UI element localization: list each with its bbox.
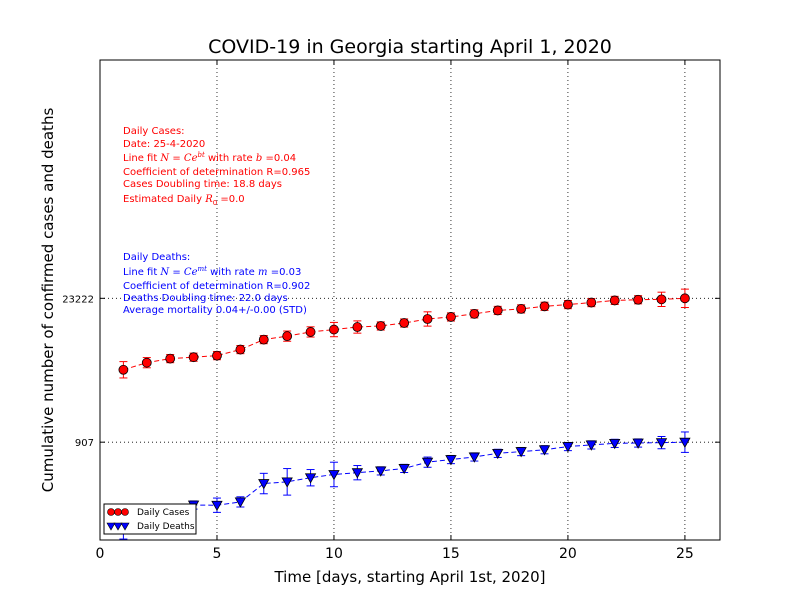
cases-annotation-heading: Daily Cases: — [123, 126, 185, 137]
cases-point — [563, 299, 573, 310]
y-tick-label: 907 — [75, 438, 94, 449]
x-tick-label: 5 — [213, 546, 222, 562]
axes: 0 5 10 15 20 25 23222 907 — [62, 60, 720, 562]
cases-point — [375, 321, 386, 331]
deaths-point — [538, 445, 551, 456]
x-axis-label: Time [days, starting April 1st, 2020] — [273, 568, 545, 586]
cases-point — [305, 327, 316, 337]
cases-point — [188, 352, 199, 363]
cases-annotation-r: Coefficient of determination R=0.965 — [123, 167, 310, 178]
cases-point — [680, 293, 690, 304]
deaths-point — [398, 464, 410, 475]
legend-marker-cases — [107, 508, 115, 516]
legend-marker-deaths — [113, 522, 123, 531]
x-tick-label: 0 — [96, 546, 105, 562]
deaths-point — [258, 479, 270, 490]
deaths-annotation-doubling: Deaths Doubling time: 22.0 days — [123, 293, 288, 304]
cases-point — [282, 331, 293, 342]
legend-marker-cases — [121, 508, 129, 516]
deaths-annotation-fit: Line fit N = Cemt with rate m =0.03 — [123, 265, 301, 278]
cases-annotation-date: Date: 25-4-2020 — [123, 139, 205, 150]
legend-marker-cases — [114, 508, 122, 516]
deaths-point — [632, 438, 644, 449]
cases-point — [235, 344, 246, 355]
chart-title: COVID-19 in Georgia starting April 1, 20… — [208, 36, 612, 58]
x-tick-label: 20 — [559, 546, 577, 562]
deaths-point — [211, 500, 223, 512]
legend-label-deaths: Daily Deaths — [137, 522, 195, 532]
deaths-point — [562, 442, 574, 453]
deaths-point — [445, 455, 457, 466]
cases-point — [165, 353, 176, 364]
cases-point — [446, 312, 456, 322]
cases-annotation-fit: Line fit N = Cebt with rate b =0.04 — [123, 151, 296, 164]
deaths-point — [655, 438, 668, 449]
cases-point — [258, 334, 269, 345]
deaths-point — [468, 452, 481, 463]
deaths-annotation-r: Coefficient of determination R=0.902 — [123, 281, 310, 292]
deaths-point — [351, 468, 364, 479]
x-tick-label: 25 — [676, 546, 694, 562]
cases-point — [352, 322, 363, 332]
deaths-point — [328, 470, 340, 481]
cases-point — [329, 324, 339, 335]
deaths-annotation-mortality: Average mortality 0.04+/-0.00 (STD) — [123, 305, 307, 316]
deaths-point — [515, 447, 527, 458]
cases-point — [212, 350, 222, 361]
cases-point — [633, 294, 644, 305]
deaths-point — [375, 466, 387, 477]
cases-annotation-doubling: Cases Doubling time: 18.8 days — [123, 179, 282, 190]
cases-point — [516, 303, 527, 314]
x-tick-label: 10 — [325, 546, 343, 562]
cases-point — [492, 305, 503, 316]
y-tick-label: 23222 — [62, 294, 94, 305]
x-tick-label: 15 — [442, 546, 460, 562]
y-axis-label: Cumulative number of confirmed cases and… — [39, 108, 57, 493]
cases-point — [141, 357, 152, 368]
cases-point — [118, 364, 129, 375]
cases-annotation: Daily Cases: Date: 25-4-2020 Line fit N … — [123, 126, 310, 207]
legend-marker-deaths — [120, 522, 130, 531]
deaths-point — [609, 438, 621, 450]
cases-point — [399, 318, 410, 328]
cases-point — [656, 294, 667, 305]
deaths-point — [585, 440, 598, 451]
legend: Daily Cases Daily Deaths — [103, 503, 197, 535]
cases-point — [539, 301, 550, 312]
cases-point — [609, 295, 620, 306]
deaths-point — [492, 448, 504, 460]
cases-point — [422, 314, 433, 324]
deaths-point — [679, 437, 691, 449]
deaths-point — [304, 473, 317, 484]
legend-label-cases: Daily Cases — [137, 508, 190, 518]
deaths-point — [281, 477, 293, 488]
cases-point — [469, 308, 480, 319]
plot-area-frame — [99, 59, 721, 541]
legend-marker-deaths — [106, 522, 116, 531]
cases-point — [586, 297, 597, 308]
deaths-point — [234, 497, 247, 508]
legend-markers — [106, 508, 130, 531]
deaths-annotation-heading: Daily Deaths: — [123, 252, 190, 263]
deaths-point — [421, 457, 434, 468]
